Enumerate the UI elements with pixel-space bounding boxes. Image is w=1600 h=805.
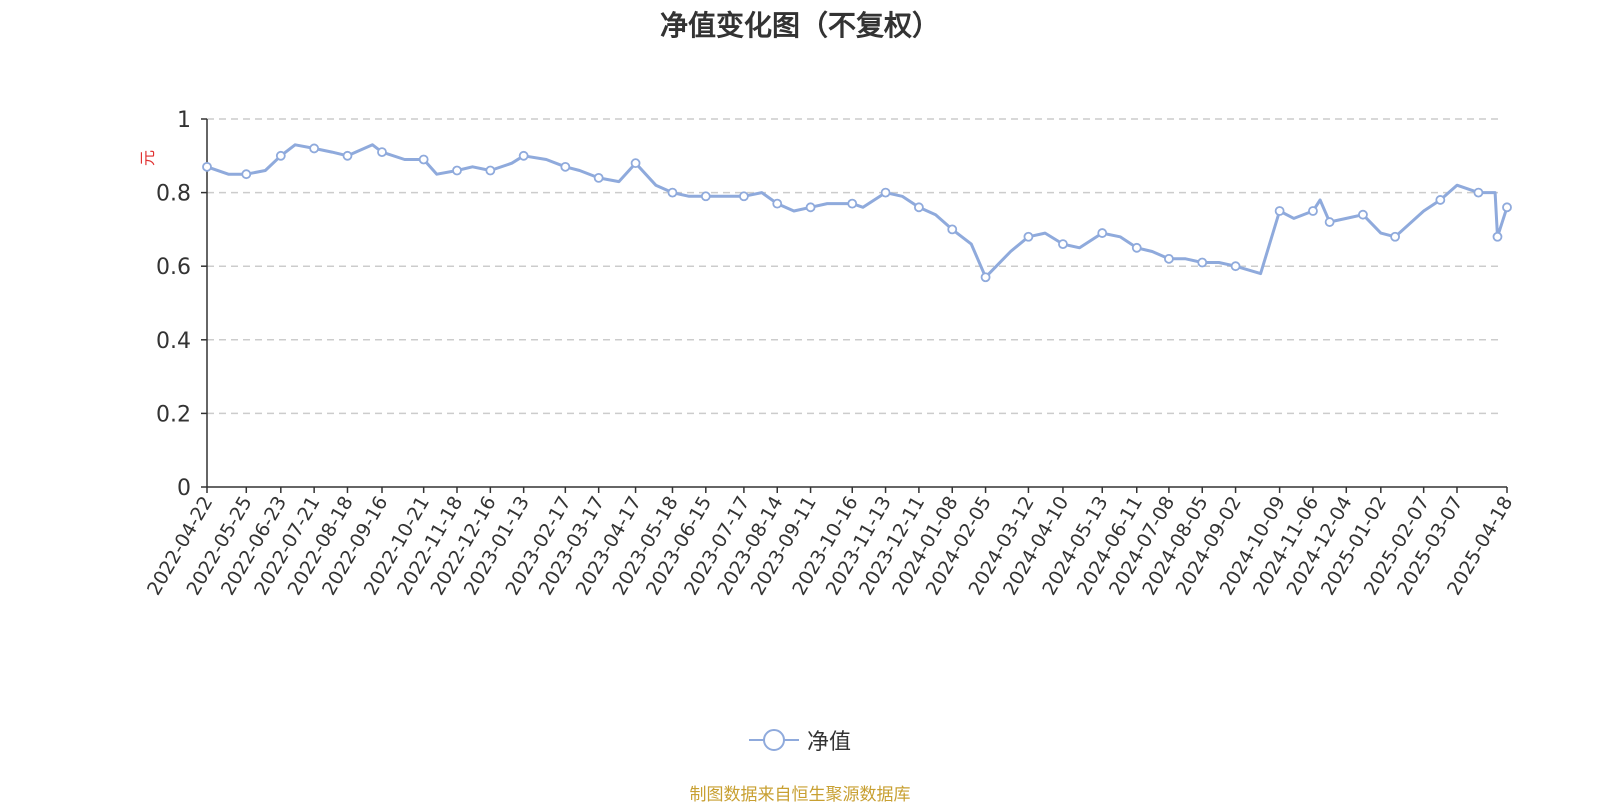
line-chart: 00.20.40.60.81元2022-04-222022-05-252022-… (138, 108, 1517, 599)
data-point (667, 187, 678, 198)
data-point (485, 165, 496, 176)
data-point (1197, 257, 1208, 268)
data-point (1230, 261, 1241, 272)
legend-label: 净值 (806, 730, 851, 755)
data-point (342, 150, 353, 161)
data-point (1358, 209, 1368, 220)
data-point (1274, 206, 1285, 216)
data-point (805, 202, 816, 213)
data-point (1023, 231, 1034, 242)
series-line (206, 143, 1509, 279)
y-axis-label: 元 (138, 150, 157, 166)
data-point (1435, 195, 1446, 205)
data-point (914, 202, 924, 213)
data-point (1492, 231, 1503, 242)
data-point (772, 198, 783, 209)
data-point (418, 154, 429, 165)
y-tick-label: 1 (177, 108, 191, 133)
data-point (1097, 228, 1108, 238)
y-tick-label: 0.4 (156, 329, 191, 354)
data-point (593, 172, 604, 183)
legend[interactable]: 净值 (0, 724, 1600, 756)
data-point (1390, 231, 1400, 242)
data-point (847, 198, 858, 209)
y-tick-label: 0 (177, 476, 191, 501)
data-point (560, 161, 571, 172)
data-point (947, 224, 958, 235)
data-point (241, 169, 252, 180)
data-point (1164, 253, 1174, 264)
data-point (1308, 206, 1318, 216)
chart-title: 净值变化图（不复权） (659, 9, 940, 42)
data-point (1058, 239, 1068, 250)
data-point (202, 161, 212, 172)
y-tick-label: 0.8 (156, 182, 191, 207)
data-point (377, 147, 387, 158)
data-point (700, 191, 711, 202)
legend-marker-icon (748, 729, 799, 751)
data-point (1324, 217, 1335, 227)
data-point (452, 165, 462, 176)
data-point (1502, 202, 1512, 213)
data-point (630, 158, 641, 169)
data-point (1473, 187, 1484, 198)
data-point (518, 150, 529, 161)
data-point (309, 143, 320, 154)
y-tick-label: 0.2 (156, 402, 191, 427)
data-point (275, 150, 286, 161)
data-point (880, 187, 891, 198)
y-tick-label: 0.6 (156, 255, 191, 280)
data-point (1131, 242, 1142, 253)
source-note: 制图数据来自恒生聚源数据库 (689, 785, 911, 805)
data-point (980, 272, 991, 283)
data-point (739, 191, 749, 202)
